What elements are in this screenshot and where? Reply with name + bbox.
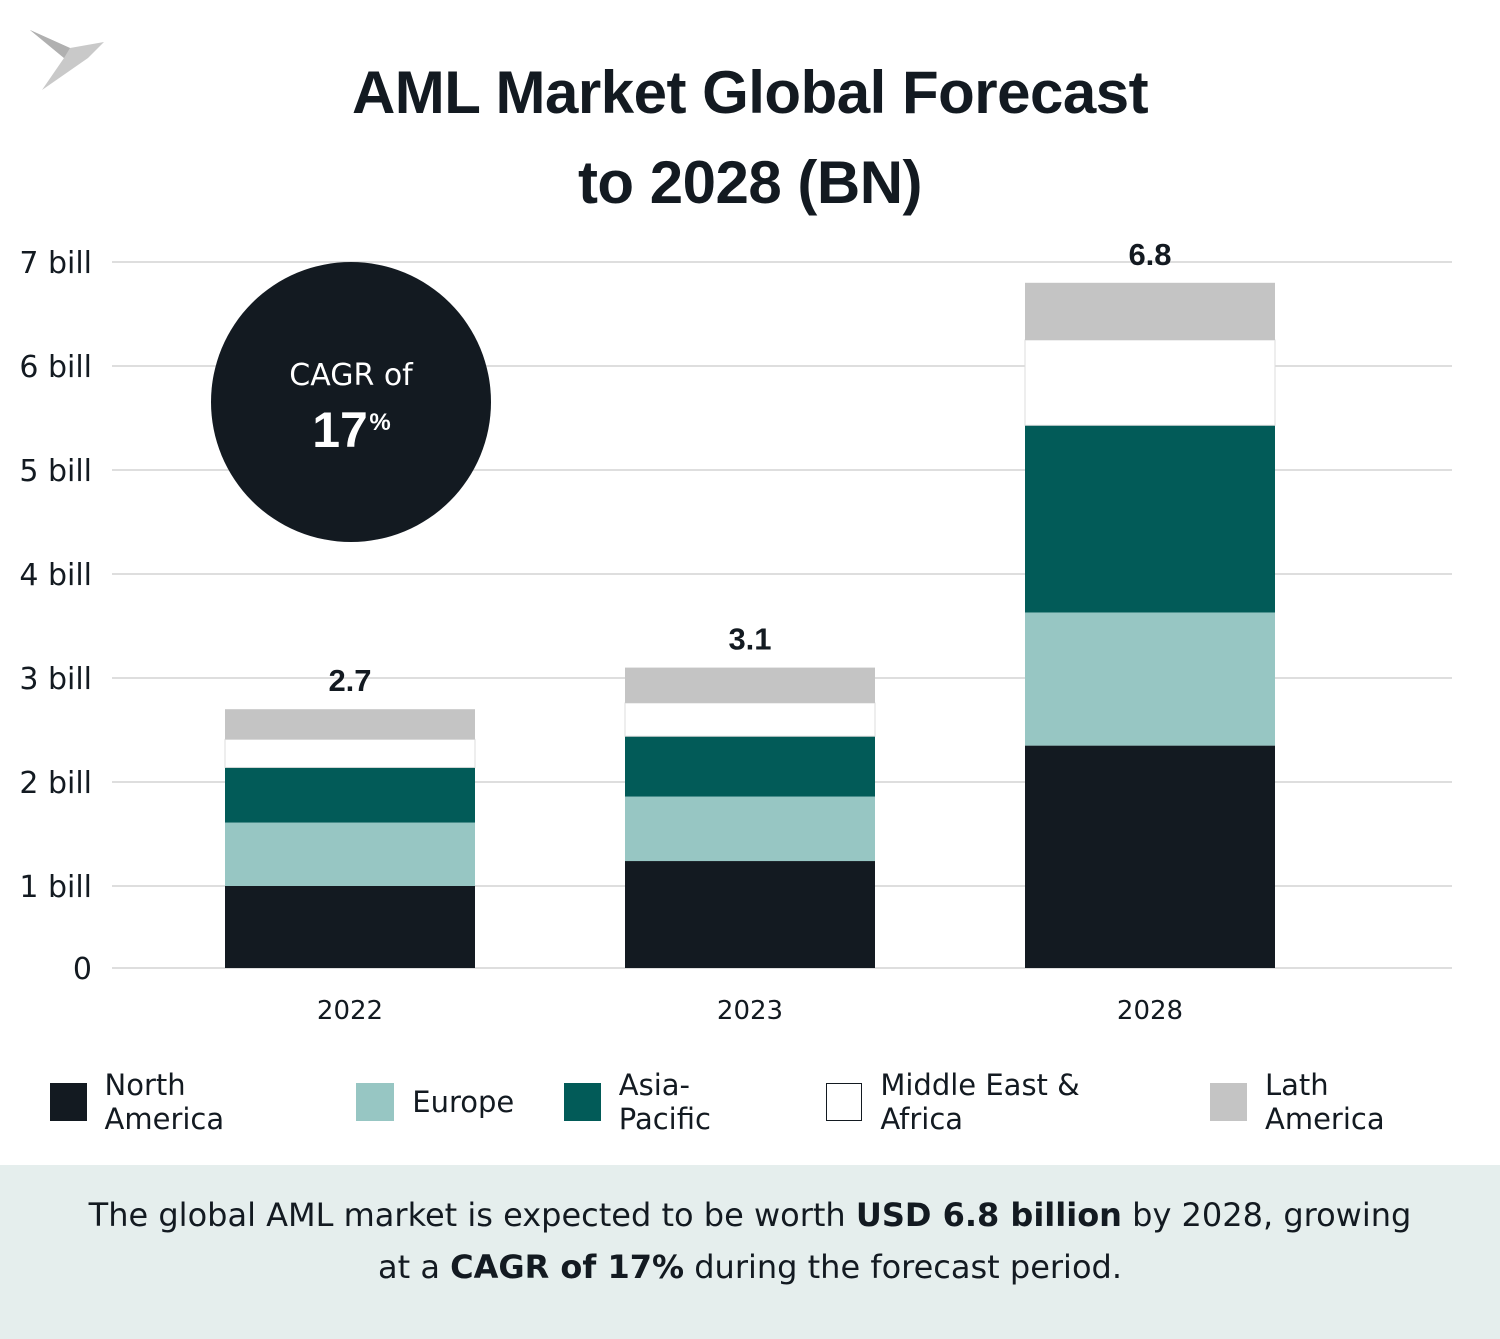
- y-tick-label: 6 bill: [19, 350, 92, 385]
- bar-segment-lath-america: [1025, 282, 1275, 340]
- total-label: 6.8: [1128, 237, 1171, 272]
- y-tick-label: 2 bill: [19, 766, 92, 801]
- bar-segment-lath-america: [225, 709, 475, 740]
- total-label: 3.1: [728, 622, 771, 657]
- legend-swatch: [1210, 1083, 1247, 1121]
- cagr-badge: [211, 262, 491, 542]
- bar-segment-europe: [225, 822, 475, 886]
- total-label: 2.7: [328, 663, 371, 698]
- y-tick-label: 1 bill: [19, 870, 92, 905]
- y-tick-label: 5 bill: [19, 454, 92, 489]
- y-tick-label: 3 bill: [19, 662, 92, 697]
- legend-label: Asia-Pacific: [618, 1068, 711, 1136]
- legend-swatch: [825, 1083, 863, 1121]
- title-line-1: AML Market Global Forecast: [351, 59, 1149, 126]
- bar-segment-north-america: [625, 861, 875, 968]
- legend-item: Middle East & Africa: [825, 1068, 1161, 1136]
- legend-swatch: [50, 1083, 87, 1121]
- legend-swatch: [356, 1083, 395, 1121]
- legend-item: Lath America: [1210, 1068, 1450, 1136]
- bar-segment-europe: [1025, 612, 1275, 746]
- x-tick-label: 2028: [1117, 996, 1183, 1026]
- bar-segment-asia-pacific: [625, 736, 875, 797]
- legend-swatch: [564, 1083, 601, 1121]
- summary-band: The global AML market is expected to be …: [0, 1165, 1500, 1339]
- summary-text: at a: [378, 1248, 451, 1286]
- legend-item: Europe: [356, 1068, 514, 1136]
- legend-item: Asia-Pacific: [564, 1068, 775, 1136]
- stacked-bar-chart: 0 1 bill 2 bill 3 bill 4 bill 5 bill 6 bill 7 b…: [19, 237, 1452, 1026]
- bar-segment-asia-pacific: [225, 767, 475, 823]
- bird-icon: [30, 30, 104, 90]
- title-line-2: to 2028 (BN): [577, 149, 923, 216]
- bar-segment-europe: [625, 796, 875, 862]
- bar-segment-lath-america: [625, 667, 875, 703]
- cagr-badge-label: CAGR of: [289, 358, 414, 393]
- bar-segment-asia-pacific: [1025, 425, 1275, 613]
- summary-highlight-value: USD 6.8 billion: [855, 1196, 1122, 1234]
- legend-label: North America: [104, 1068, 225, 1136]
- y-tick-label: 7 bill: [19, 246, 92, 281]
- bar-segment-middle-east-africa: [1024, 339, 1276, 426]
- bar-segment-north-america: [225, 886, 475, 968]
- cagr-badge-unit: %: [369, 409, 390, 436]
- legend-label: Middle East & Africa: [880, 1068, 1080, 1136]
- summary-text: by 2028, growing: [1121, 1196, 1412, 1234]
- legend-label: Europe: [412, 1085, 515, 1119]
- x-tick-label: 2022: [317, 996, 383, 1026]
- summary-text: during the forecast period.: [684, 1248, 1122, 1286]
- summary-text: The global AML market is expected to be …: [88, 1196, 856, 1234]
- bar-segment-north-america: [1025, 745, 1275, 968]
- x-tick-label: 2023: [717, 996, 783, 1026]
- y-tick-label: 0: [73, 952, 92, 987]
- chart-title: AML Market Global Forecast to 2028 (BN): [0, 48, 1500, 228]
- y-tick-label: 4 bill: [19, 558, 92, 593]
- summary-highlight-cagr: CAGR of 17%: [450, 1248, 685, 1286]
- bar-segment-middle-east-africa: [224, 738, 476, 768]
- legend: North America Europe Asia-Pacific Middle Ea…: [50, 1068, 1500, 1136]
- legend-label: Lath America: [1265, 1068, 1385, 1136]
- bar-segment-middle-east-africa: [624, 702, 876, 737]
- cagr-badge-value: 17: [312, 402, 368, 458]
- legend-item: North America: [50, 1068, 306, 1136]
